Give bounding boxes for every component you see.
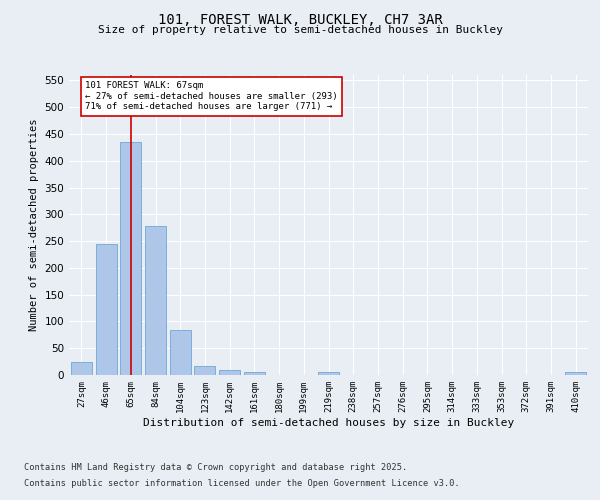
Bar xyxy=(170,330,191,375)
Bar xyxy=(120,142,141,375)
Bar xyxy=(244,372,265,375)
Bar xyxy=(95,244,116,375)
Bar xyxy=(71,362,92,375)
Bar xyxy=(194,366,215,375)
Text: Size of property relative to semi-detached houses in Buckley: Size of property relative to semi-detach… xyxy=(97,25,503,35)
Text: 101 FOREST WALK: 67sqm
← 27% of semi-detached houses are smaller (293)
71% of se: 101 FOREST WALK: 67sqm ← 27% of semi-det… xyxy=(85,82,338,111)
Text: Contains public sector information licensed under the Open Government Licence v3: Contains public sector information licen… xyxy=(24,478,460,488)
Bar xyxy=(219,370,240,375)
Text: Contains HM Land Registry data © Crown copyright and database right 2025.: Contains HM Land Registry data © Crown c… xyxy=(24,464,407,472)
Bar xyxy=(565,372,586,375)
X-axis label: Distribution of semi-detached houses by size in Buckley: Distribution of semi-detached houses by … xyxy=(143,418,514,428)
Y-axis label: Number of semi-detached properties: Number of semi-detached properties xyxy=(29,118,39,331)
Bar xyxy=(318,372,339,375)
Text: 101, FOREST WALK, BUCKLEY, CH7 3AR: 101, FOREST WALK, BUCKLEY, CH7 3AR xyxy=(158,12,442,26)
Bar xyxy=(145,226,166,375)
